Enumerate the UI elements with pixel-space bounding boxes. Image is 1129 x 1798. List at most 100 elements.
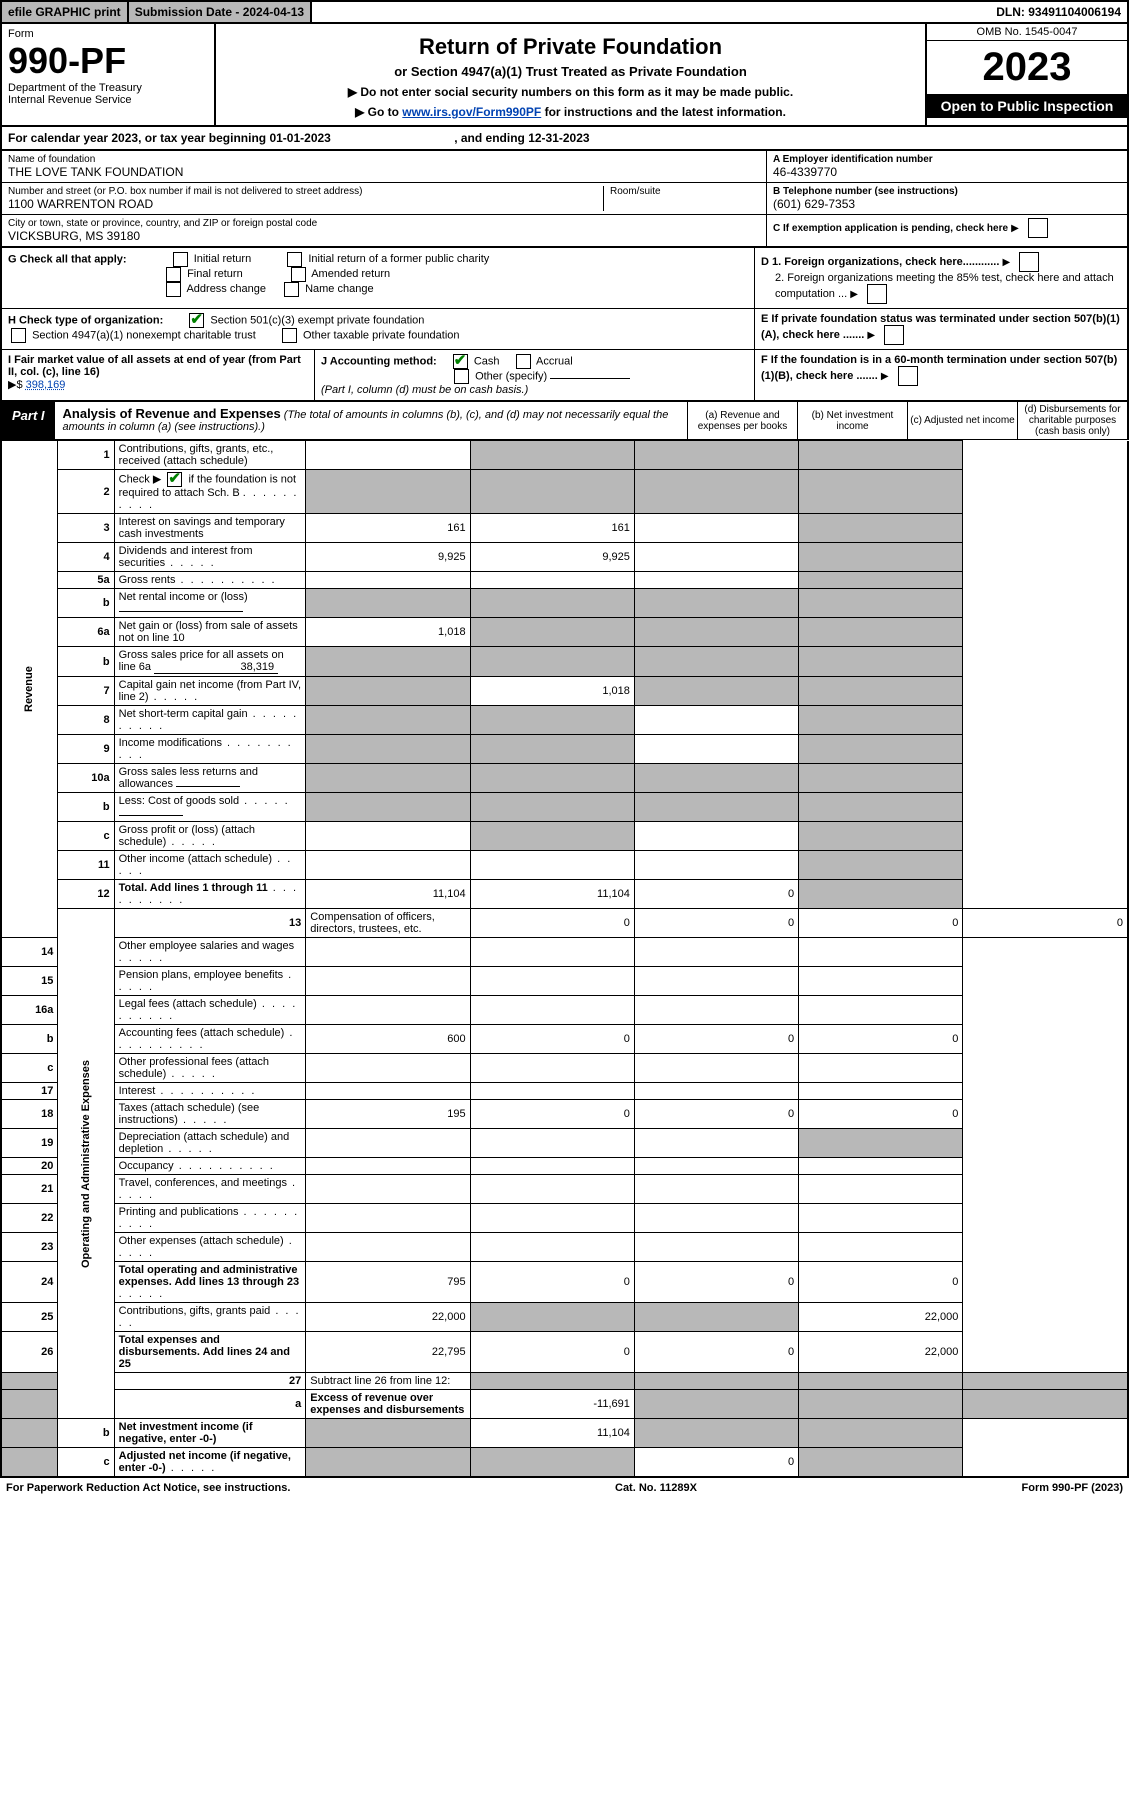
schb-checkbox[interactable] [167,472,182,487]
line-desc: Pension plans, employee benefits [114,967,306,996]
table-row: 9 Income modifications [1,735,1128,764]
line-num: 9 [58,735,114,764]
j-label: J Accounting method: [321,355,437,367]
line-num: c [58,822,114,851]
c-checkbox[interactable] [1028,218,1048,238]
col-a-header: (a) Revenue and expenses per books [687,402,797,439]
e-block: E If private foundation status was termi… [754,309,1127,349]
d1-checkbox[interactable] [1019,252,1039,272]
line-desc: Total. Add lines 1 through 11 [114,880,306,909]
j-accrual-checkbox[interactable] [516,354,531,369]
cell-val: 9,925 [306,543,470,572]
h-4947-checkbox[interactable] [11,328,26,343]
open-inspection: Open to Public Inspection [927,94,1127,118]
table-row: a Excess of revenue over expenses and di… [1,1390,1128,1419]
e-label: E If private foundation status was termi… [761,313,1120,341]
g-final-checkbox[interactable] [166,267,181,282]
line-num: c [58,1448,114,1478]
cell-val: 1,018 [470,677,634,706]
j-accrual-label: Accrual [536,355,573,367]
g-name-checkbox[interactable] [284,282,299,297]
line-num: 1 [58,441,114,470]
table-row: 16a Legal fees (attach schedule) [1,996,1128,1025]
cal-end: 12-31-2023 [528,131,589,145]
part1-title: Analysis of Revenue and Expenses [63,406,281,421]
arrow-icon [850,288,861,300]
line-desc: Legal fees (attach schedule) [114,996,306,1025]
e-checkbox[interactable] [884,325,904,345]
col-b-header: (b) Net investment income [797,402,907,439]
cell-val: 795 [306,1262,470,1303]
form-word: Form [8,28,208,40]
line-num: 17 [1,1083,58,1100]
table-row: 20 Occupancy [1,1158,1128,1175]
line-desc: Other employee salaries and wages [114,938,306,967]
g-block: G Check all that apply: Initial return I… [2,248,754,308]
j-other-checkbox[interactable] [454,369,469,384]
h-other-checkbox[interactable] [282,328,297,343]
g-initial-checkbox[interactable] [173,252,188,267]
line-desc: Printing and publications [114,1204,306,1233]
line-desc: Occupancy [114,1158,306,1175]
phone-value: (601) 629-7353 [773,197,1121,211]
f-checkbox[interactable] [898,366,918,386]
table-row: b Accounting fees (attach schedule) 600 … [1,1025,1128,1054]
table-row: Revenue 1 Contributions, gifts, grants, … [1,441,1128,470]
j-cash-label: Cash [474,355,500,367]
cell-val: 0 [799,1100,963,1129]
name-box: Name of foundation THE LOVE TANK FOUNDAT… [2,151,766,183]
g-address-checkbox[interactable] [166,282,181,297]
footer-right: Form 990-PF (2023) [1022,1482,1123,1494]
goto-post: for instructions and the latest informat… [545,105,786,119]
cell-val: 0 [799,1025,963,1054]
form-number: 990-PF [8,40,208,82]
table-row: c Gross profit or (loss) (attach schedul… [1,822,1128,851]
d-block: D 1. Foreign organizations, check here..… [754,248,1127,308]
line-num: 13 [114,909,306,938]
line-num: 20 [1,1158,58,1175]
line-desc: Net rental income or (loss) [114,589,306,618]
goto-line: ▶ Go to www.irs.gov/Form990PF for instru… [222,105,919,119]
line-num: 10a [58,764,114,793]
efile-label[interactable]: efile GRAPHIC print [2,2,129,22]
addr-box: Number and street (or P.O. box number if… [2,183,766,215]
d2-checkbox[interactable] [867,284,887,304]
table-row: 3 Interest on savings and temporary cash… [1,514,1128,543]
g-former-checkbox[interactable] [287,252,302,267]
g-opt-5: Name change [305,283,374,295]
i-label: I Fair market value of all assets at end… [8,354,301,378]
table-row: 14 Other employee salaries and wages [1,938,1128,967]
city-label: City or town, state or province, country… [8,218,760,229]
table-row: 11 Other income (attach schedule) [1,851,1128,880]
fmv-link[interactable]: 398,169 [26,379,66,391]
line-num: a [114,1390,306,1419]
line-num: 16a [1,996,58,1025]
goto-pre: ▶ Go to [355,105,402,119]
table-row: 7 Capital gain net income (from Part IV,… [1,677,1128,706]
h-501c3-checkbox[interactable] [189,313,204,328]
line-desc: Travel, conferences, and meetings [114,1175,306,1204]
line-desc: Net short-term capital gain [114,706,306,735]
g-amended-checkbox[interactable] [291,267,306,282]
addr-label: Number and street (or P.O. box number if… [8,186,603,197]
irs-link[interactable]: www.irs.gov/Form990PF [402,105,541,119]
line-num: c [1,1054,58,1083]
line-num: 12 [58,880,114,909]
g-opt-4: Address change [186,283,266,295]
dln: DLN: 93491104006194 [990,2,1127,22]
h-label: H Check type of organization: [8,314,163,326]
line-desc: Gross sales less returns and allowances [114,764,306,793]
line-num: 19 [1,1129,58,1158]
f-label: F If the foundation is in a 60-month ter… [761,354,1117,382]
i-block: I Fair market value of all assets at end… [2,350,314,400]
j-cash-checkbox[interactable] [453,354,468,369]
cell-val: 0 [470,909,634,938]
table-row: 25 Contributions, gifts, grants paid 22,… [1,1303,1128,1332]
arrow-icon [1002,256,1013,268]
line-desc: Gross profit or (loss) (attach schedule) [114,822,306,851]
cal-begin: 01-01-2023 [269,131,330,145]
g-opt-1: Initial return of a former public charit… [308,253,489,265]
line-desc: Other professional fees (attach schedule… [114,1054,306,1083]
cell-val: 0 [470,1100,634,1129]
table-row: 26 Total expenses and disbursements. Add… [1,1332,1128,1373]
